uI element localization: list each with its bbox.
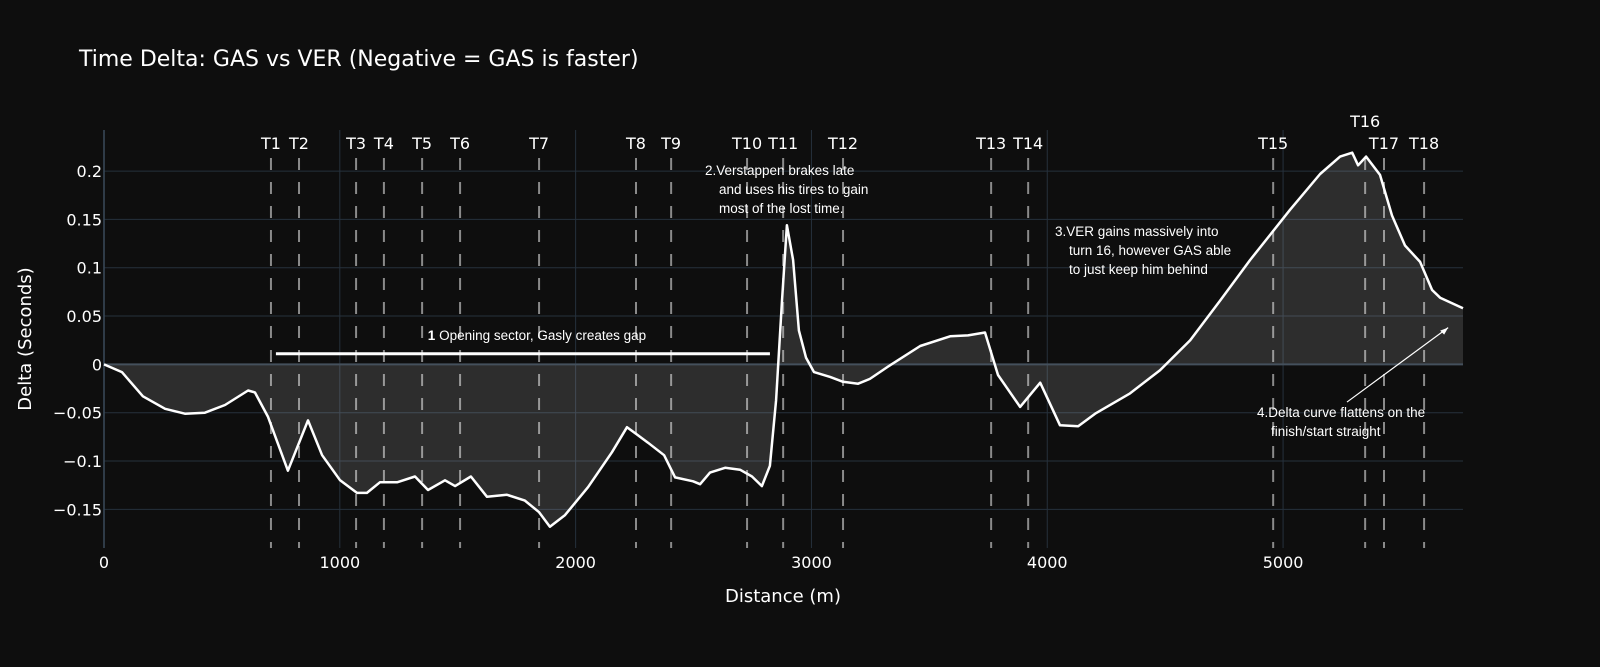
annotation-3-text: to just keep him behind	[1069, 262, 1208, 277]
turn-label: T2	[288, 134, 309, 153]
y-tick-label: 0.05	[66, 307, 102, 326]
delta-line	[103, 151, 1464, 528]
y-tick-label: 0.15	[66, 210, 102, 229]
turn-label: T8	[625, 134, 646, 153]
x-tick-label: 3000	[791, 553, 832, 572]
grid	[103, 130, 1463, 548]
turn-label: T14	[1012, 134, 1043, 153]
y-tick-label: −0.05	[53, 404, 102, 423]
turn-label: T15	[1257, 134, 1288, 153]
x-axis-label: Distance (m)	[725, 586, 841, 607]
y-axis-label: Delta (Seconds)	[15, 267, 36, 410]
chart-title: Time Delta: GAS vs VER (Negative = GAS i…	[78, 47, 639, 72]
turn-label: T1	[260, 134, 281, 153]
annotation-1-number: 1	[428, 328, 439, 343]
annotation-2-text: and uses his tires to gain	[719, 182, 868, 197]
turn-label: T6	[449, 134, 470, 153]
y-tick-label: 0	[92, 355, 102, 374]
annotation-4-text: finish/start straight	[1271, 424, 1381, 439]
turn-label: T11	[767, 134, 798, 153]
turn-label: T4	[373, 134, 394, 153]
x-tick-label: 5000	[1263, 553, 1304, 572]
x-tick-label: 2000	[555, 553, 596, 572]
y-tick-label: 0.2	[77, 162, 102, 181]
annotation-3-text: 3.VER gains massively into	[1055, 224, 1219, 239]
annotation-4-text: 4.Delta curve flattens on the	[1257, 405, 1425, 420]
annotation-2-text: 2.Verstappen brakes late	[705, 163, 854, 178]
y-tick-label: −0.15	[53, 500, 102, 519]
turn-label: T13	[975, 134, 1006, 153]
arrowhead-icon	[1440, 327, 1449, 335]
y-tick-label: 0.1	[77, 259, 102, 278]
turn-label: T7	[528, 134, 549, 153]
turn-label: T18	[1408, 134, 1439, 153]
turn-label: T5	[411, 134, 432, 153]
annotation-3-text: turn 16, however GAS able	[1069, 243, 1231, 258]
x-tick-label: 4000	[1027, 553, 1068, 572]
y-tick-label: −0.1	[63, 452, 102, 471]
delta-area-fill	[104, 152, 1463, 527]
turn-label: T10	[731, 134, 762, 153]
turn-label: T12	[827, 134, 858, 153]
turn-label: T17	[1368, 134, 1399, 153]
turn-label: T3	[345, 134, 366, 153]
x-tick-label: 1000	[319, 553, 360, 572]
annotation-1-text: 1 Opening sector, Gasly creates gap	[428, 328, 646, 343]
annotations: 1 Opening sector, Gasly creates gap 2.Ver…	[275, 163, 1449, 439]
annotation-1-label: Opening sector, Gasly creates gap	[439, 328, 646, 343]
turn-label: T16	[1349, 112, 1380, 131]
turn-label: T9	[660, 134, 681, 153]
axis-ticks: 0 1000 2000 3000 4000 5000 −0.15 −0.1 −0.05 0 0.05…	[53, 162, 1303, 572]
annotation-4-arrow	[1346, 327, 1449, 403]
annotation-2-text: most of the lost time.	[719, 201, 844, 216]
x-tick-label: 0	[99, 553, 109, 572]
